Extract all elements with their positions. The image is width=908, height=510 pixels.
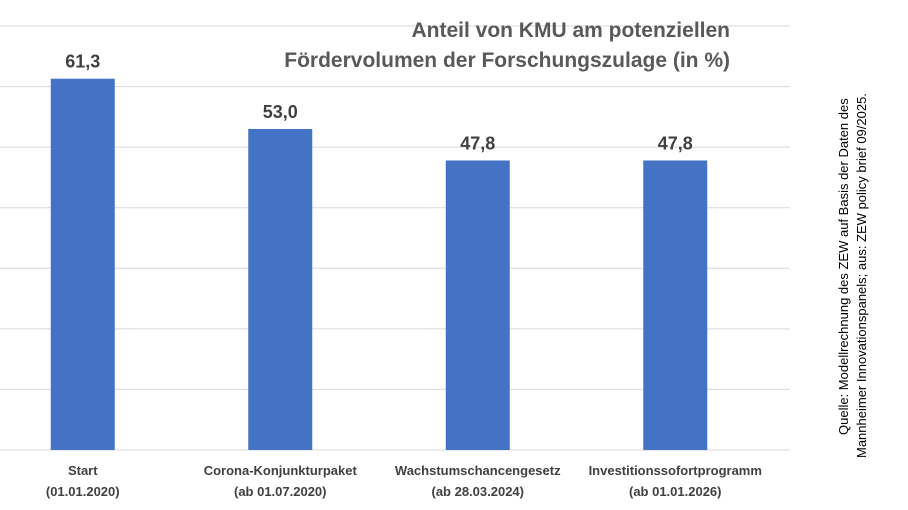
category-label: Wachstumschancengesetz [395, 463, 561, 478]
bar [248, 128, 313, 450]
category-labels: Start (01.01.2020) Corona-Konjunkturpaket (… [46, 463, 762, 499]
source-line-1: Quelle: Modellrechnung des ZEW auf Basis… [836, 98, 851, 435]
bars [50, 78, 708, 450]
value-labels: 61,3 53,0 47,8 47,8 [65, 52, 693, 154]
source-note: Quelle: Modellrechnung des ZEW auf Basis… [836, 93, 869, 458]
bar [643, 160, 708, 450]
data-label: 61,3 [65, 52, 100, 72]
chart-title-line-1: Anteil von KMU am potenziellen [411, 19, 730, 42]
category-label: Investitionssofortprogramm [589, 463, 762, 478]
category-label: Start [68, 463, 98, 478]
gridlines [0, 25, 790, 451]
data-label: 47,8 [460, 133, 495, 153]
category-label: (ab 01.07.2020) [234, 484, 327, 499]
source-line-2: Mannheimer Innovationspanels; aus: ZEW p… [854, 93, 869, 458]
category-label: Corona-Konjunkturpaket [204, 463, 358, 478]
chart-title: Anteil von KMU am potenziellen Fördervol… [284, 19, 730, 72]
chart-title-line-2: Fördervolumen der Forschungszulage (in %… [284, 49, 730, 72]
data-label: 47,8 [658, 133, 693, 153]
bar [50, 78, 115, 450]
category-label: (ab 01.01.2026) [629, 484, 722, 499]
bar [445, 160, 510, 450]
data-label: 53,0 [263, 102, 298, 122]
category-label: (01.01.2020) [46, 484, 120, 499]
category-label: (ab 28.03.2024) [431, 484, 524, 499]
